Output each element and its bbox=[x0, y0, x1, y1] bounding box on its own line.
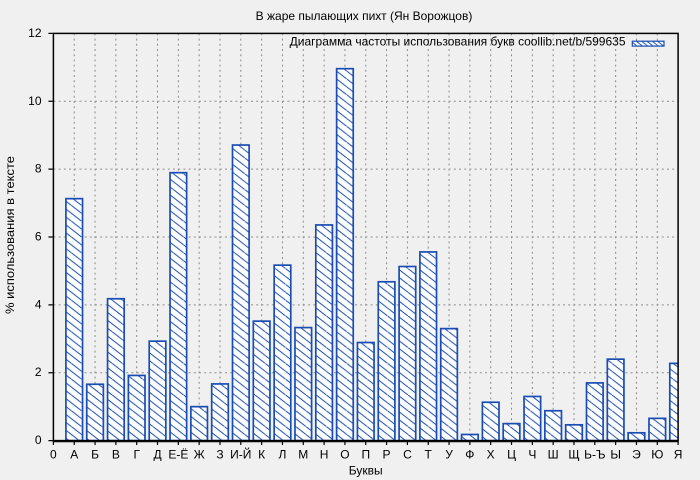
svg-text:Ф: Ф bbox=[465, 448, 474, 462]
svg-text:4: 4 bbox=[35, 297, 42, 311]
svg-text:Л: Л bbox=[279, 448, 287, 462]
svg-text:Ю: Ю bbox=[651, 448, 663, 462]
svg-text:Б: Б bbox=[91, 448, 99, 462]
svg-text:Ш: Ш bbox=[548, 448, 559, 462]
svg-text:Щ: Щ bbox=[568, 448, 579, 462]
svg-text:Ж: Ж bbox=[194, 448, 205, 462]
svg-text:С: С bbox=[403, 448, 412, 462]
svg-text:Г: Г bbox=[133, 448, 140, 462]
svg-text:В жаре пылающих пихт (Ян Ворож: В жаре пылающих пихт (Ян Ворожцов) bbox=[256, 9, 473, 23]
svg-text:Ч: Ч bbox=[528, 448, 536, 462]
svg-text:М: М bbox=[298, 448, 308, 462]
svg-text:0: 0 bbox=[35, 433, 42, 447]
svg-text:Диаграмма частоты использовани: Диаграмма частоты использования букв coo… bbox=[290, 35, 626, 49]
svg-text:Буквы: Буквы bbox=[349, 464, 383, 478]
svg-text:Н: Н bbox=[320, 448, 329, 462]
svg-text:Ь-Ъ: Ь-Ъ bbox=[584, 448, 605, 462]
svg-text:8: 8 bbox=[35, 162, 42, 176]
svg-text:П: П bbox=[361, 448, 370, 462]
svg-text:К: К bbox=[258, 448, 265, 462]
svg-text:12: 12 bbox=[28, 26, 42, 40]
svg-text:О: О bbox=[340, 448, 349, 462]
svg-text:В: В bbox=[112, 448, 120, 462]
svg-text:З: З bbox=[216, 448, 223, 462]
svg-text:У: У bbox=[445, 448, 453, 462]
svg-text:Ы: Ы bbox=[610, 448, 621, 462]
svg-text:Х: Х bbox=[487, 448, 495, 462]
svg-text:Т: Т bbox=[425, 448, 433, 462]
svg-text:Р: Р bbox=[383, 448, 391, 462]
svg-text:2: 2 bbox=[35, 365, 42, 379]
svg-text:Э: Э bbox=[632, 448, 641, 462]
svg-text:% использования в тексте: % использования в тексте bbox=[3, 156, 17, 314]
svg-text:Д: Д bbox=[153, 448, 161, 462]
svg-text:Ц: Ц bbox=[507, 448, 516, 462]
svg-text:0: 0 bbox=[50, 448, 57, 462]
svg-text:И-Й: И-Й bbox=[230, 447, 251, 462]
svg-text:Е-Ё: Е-Ё bbox=[168, 448, 188, 462]
svg-text:А: А bbox=[70, 448, 78, 462]
svg-text:6: 6 bbox=[35, 230, 42, 244]
svg-text:10: 10 bbox=[28, 94, 42, 108]
svg-text:Я: Я bbox=[674, 448, 683, 462]
